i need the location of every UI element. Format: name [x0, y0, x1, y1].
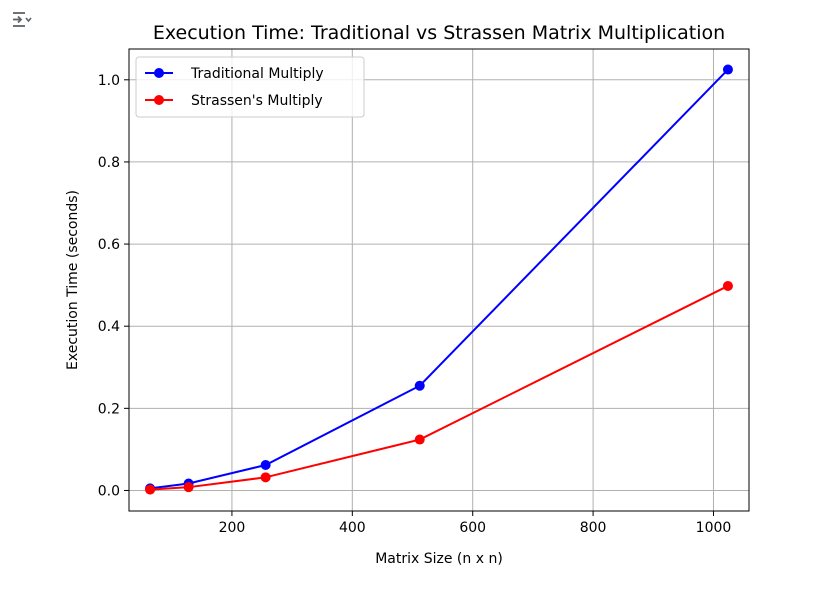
x-tick-label: 800	[580, 520, 607, 536]
chart-legend: Traditional Multiply Strassen's Multiply	[135, 56, 365, 118]
data-point-strassen	[414, 434, 425, 445]
y-tick-label: 0.4	[98, 319, 120, 335]
data-point-strassen	[260, 472, 271, 483]
legend-marker-strassen	[154, 95, 164, 105]
series-layer	[145, 64, 733, 495]
x-tick-label: 200	[219, 520, 246, 536]
legend-label-traditional: Traditional Multiply	[190, 66, 324, 82]
grid-lines	[129, 49, 749, 511]
data-point-traditional	[722, 64, 733, 75]
legend-box	[135, 56, 365, 118]
legend-marker-traditional	[154, 68, 164, 78]
y-tick-label: 0.0	[98, 483, 120, 499]
chart-title: Execution Time: Traditional vs Strassen …	[153, 22, 725, 44]
plot-area-frame	[128, 48, 750, 512]
x-tick-label: 400	[339, 520, 366, 536]
y-tick-label: 0.2	[98, 401, 120, 417]
x-tick-label: 600	[459, 520, 486, 536]
y-tick-label: 0.8	[98, 155, 120, 171]
y-tick-label: 1.0	[98, 73, 120, 89]
data-point-traditional	[414, 380, 425, 391]
data-point-strassen	[145, 484, 156, 495]
x-axis-label: Matrix Size (n x n)	[375, 551, 503, 567]
output-toggle-icon[interactable]	[8, 8, 36, 32]
output-icon-glyph	[13, 12, 32, 27]
x-tick-label: 1000	[696, 520, 732, 536]
x-axis-ticks: 200 400 600 800 1000	[219, 511, 732, 536]
series-line-traditional	[149, 68, 729, 490]
y-axis-label: Execution Time (seconds)	[65, 190, 81, 370]
y-axis-ticks: 0.0 0.2 0.4 0.6 0.8 1.0	[98, 73, 129, 499]
legend-label-strassen: Strassen's Multiply	[191, 93, 323, 109]
data-point-strassen	[183, 482, 194, 493]
y-tick-label: 0.6	[98, 237, 120, 253]
data-point-strassen	[722, 280, 733, 291]
series-line-strassen	[150, 285, 729, 491]
data-point-traditional	[260, 460, 271, 471]
